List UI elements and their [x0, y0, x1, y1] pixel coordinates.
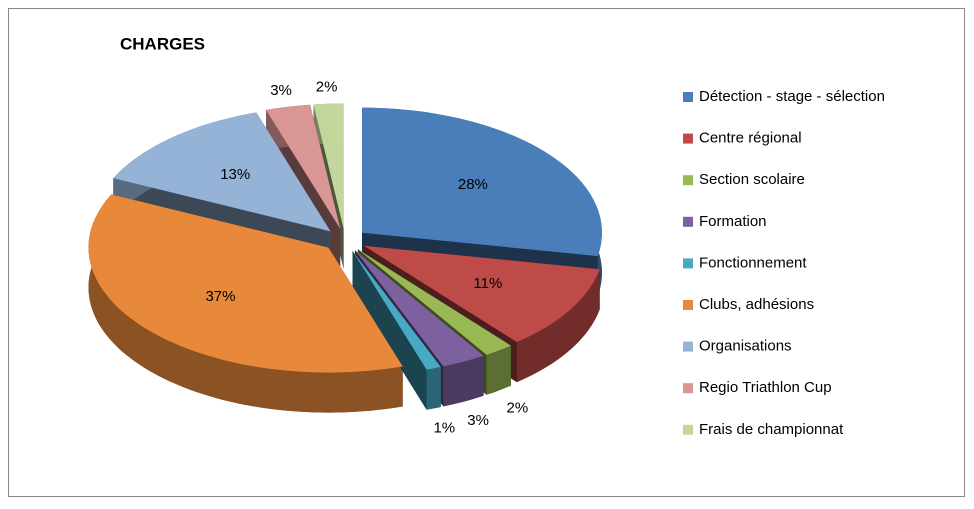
legend-label: Organisations — [699, 338, 792, 355]
slice-outer-wall — [88, 194, 403, 413]
data-label: 11% — [473, 275, 502, 292]
legend-swatch — [683, 341, 693, 352]
data-label: 28% — [458, 176, 488, 193]
slice — [363, 245, 600, 343]
slice-wall — [352, 250, 427, 410]
slice-side — [352, 250, 441, 410]
legend-label: Détection - stage - sélection — [699, 88, 885, 105]
legend-swatch — [683, 92, 693, 102]
data-label: 1% — [433, 420, 455, 437]
data-label: 37% — [205, 288, 235, 305]
slice-outer-wall — [516, 269, 600, 383]
data-label: 13% — [220, 166, 250, 183]
slice-outer-wall — [426, 367, 441, 410]
slice — [266, 104, 341, 229]
slice — [313, 103, 344, 229]
data-label: 2% — [316, 79, 338, 96]
legend-swatch — [683, 258, 693, 269]
legend-label: Fonctionnement — [699, 254, 807, 271]
slice — [113, 112, 331, 232]
slice — [352, 250, 441, 370]
slice — [357, 249, 511, 355]
legend-label: Formation — [699, 213, 767, 230]
chart-title: CHARGES — [120, 34, 205, 53]
legend-label: Regio Triathlon Cup — [699, 379, 832, 396]
slice — [362, 107, 602, 257]
legend-swatch — [683, 424, 693, 435]
slice — [355, 250, 484, 367]
slice-outer-wall — [443, 355, 484, 407]
slice — [88, 194, 403, 373]
legend-swatch — [683, 300, 693, 310]
legend-swatch — [683, 216, 693, 227]
legend-label: Frais de championnat — [699, 421, 844, 438]
legend-swatch — [683, 133, 693, 144]
data-label: 3% — [467, 412, 489, 429]
legend-swatch — [683, 175, 693, 186]
legend-label: Section scolaire — [699, 171, 805, 188]
legend-swatch — [683, 383, 693, 394]
data-label: 2% — [506, 400, 528, 417]
legend-label: Centre régional — [699, 130, 802, 147]
slice-outer-wall — [486, 345, 511, 395]
data-label: 3% — [270, 82, 292, 99]
legend-label: Clubs, adhésions — [699, 296, 814, 313]
